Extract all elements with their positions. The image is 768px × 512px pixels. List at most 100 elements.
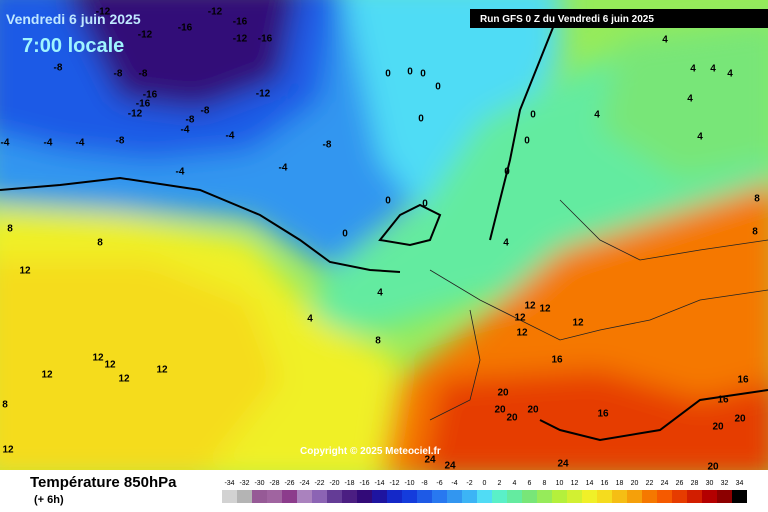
legend-swatch <box>417 490 432 503</box>
isotherm-label: 20 <box>707 462 719 473</box>
legend-swatch <box>672 490 687 503</box>
legend-label: -30 <box>254 480 264 487</box>
isotherm-label: 12 <box>104 360 116 371</box>
isotherm-label: -4 <box>176 167 185 178</box>
legend-swatch <box>612 490 627 503</box>
isotherm-label: 0 <box>435 82 441 93</box>
isotherm-label: 0 <box>422 199 428 210</box>
isotherm-label: 16 <box>737 375 749 386</box>
isotherm-label: 4 <box>307 314 313 325</box>
legend-swatch <box>552 490 567 503</box>
isotherm-label: 16 <box>551 355 563 366</box>
legend-swatch <box>507 490 522 503</box>
time: 7:00 locale <box>22 35 124 57</box>
isotherm-label: 12 <box>92 353 104 364</box>
isotherm-label: 16 <box>597 409 609 420</box>
isotherm-label: 20 <box>527 405 539 416</box>
isotherm-label: 4 <box>377 288 383 299</box>
isotherm-label: -16 <box>258 34 273 45</box>
legend-swatch <box>312 490 327 503</box>
legend-swatch <box>477 490 492 503</box>
legend-swatch <box>357 490 372 503</box>
legend-label: -34 <box>224 480 234 487</box>
legend-swatch <box>567 490 582 503</box>
isotherm-label: 20 <box>506 413 518 424</box>
coastlines <box>0 9 768 442</box>
legend-label: 28 <box>691 480 699 487</box>
legend-label: 6 <box>528 480 532 487</box>
run-box <box>470 9 768 28</box>
temperature-field <box>0 0 768 470</box>
isotherm-label: 0 <box>385 69 391 80</box>
isotherm-label: -8 <box>139 69 148 80</box>
isotherm-label: 20 <box>734 414 746 425</box>
isotherm-label: 12 <box>524 301 536 312</box>
isotherm-label: 0 <box>342 229 348 240</box>
legend-label: 12 <box>571 480 579 487</box>
isotherm-label: 4 <box>503 238 509 249</box>
isotherm-label: 24 <box>444 461 456 472</box>
legend-swatch <box>492 490 507 503</box>
isotherm-label: 12 <box>572 318 584 329</box>
isotherm-label: 0 <box>418 114 424 125</box>
legend-label: -2 <box>466 480 472 487</box>
isotherm-label: 20 <box>712 422 724 433</box>
isotherm-label: 20 <box>494 405 506 416</box>
isotherm-label: 8 <box>754 194 760 205</box>
legend-swatch <box>627 490 642 503</box>
isotherm-label: -12 <box>128 109 143 120</box>
legend-label: -14 <box>374 480 384 487</box>
run-info: Run GFS 0 Z du Vendredi 6 juin 2025 <box>480 14 654 25</box>
legend-swatch <box>522 490 537 503</box>
legend-swatch <box>267 490 282 503</box>
legend-label: 2 <box>498 480 502 487</box>
isotherm-label: -4 <box>76 138 85 149</box>
legend-label: -8 <box>421 480 427 487</box>
legend-swatch <box>642 490 657 503</box>
isotherm-label: -8 <box>54 63 63 74</box>
legend-label: 26 <box>676 480 684 487</box>
legend-swatch <box>447 490 462 503</box>
legend-label: 0 <box>483 480 487 487</box>
isotherm-label: 24 <box>424 455 436 466</box>
isotherm-label: -4 <box>1 138 10 149</box>
isotherm-label: 8 <box>375 336 381 347</box>
isotherm-label: 12 <box>118 374 130 385</box>
isotherm-label: 0 <box>420 69 426 80</box>
footer-subtitle: (+ 6h) <box>34 494 64 506</box>
isotherm-label: 0 <box>385 196 391 207</box>
isotherm-label: -8 <box>116 136 125 147</box>
isotherm-label: 12 <box>41 370 53 381</box>
legend-swatch <box>537 490 552 503</box>
legend-label: -22 <box>314 480 324 487</box>
isotherm-label: -4 <box>44 138 53 149</box>
isotherm-label: -12 <box>208 7 223 18</box>
legend-label: 10 <box>556 480 564 487</box>
isotherm-label: -8 <box>114 69 123 80</box>
isotherm-label: 12 <box>156 365 168 376</box>
isotherm-label: 4 <box>662 35 668 46</box>
legend-swatch <box>717 490 732 503</box>
date: Vendredi 6 juin 2025 <box>6 11 141 27</box>
isotherm-label: -12 <box>96 7 111 18</box>
isotherm-label: -16 <box>136 99 151 110</box>
legend-label: 20 <box>631 480 639 487</box>
isotherm-label: 4 <box>594 110 600 121</box>
legend-label: -18 <box>344 480 354 487</box>
isotherm-label: 4 <box>687 94 693 105</box>
legend-swatch <box>252 490 267 503</box>
legend-swatch <box>237 490 252 503</box>
legend-swatch <box>597 490 612 503</box>
legend-swatch <box>732 490 747 503</box>
legend-label: -20 <box>329 480 339 487</box>
legend-swatch <box>582 490 597 503</box>
legend-label: 24 <box>661 480 669 487</box>
legend-label: -6 <box>436 480 442 487</box>
isotherm-label: 20 <box>497 388 509 399</box>
isotherm-label: -12 <box>138 30 153 41</box>
isotherm-label: 12 <box>514 313 526 324</box>
isotherm-label: -8 <box>201 106 210 117</box>
isotherm-label: 0 <box>530 110 536 121</box>
legend-swatch <box>297 490 312 503</box>
